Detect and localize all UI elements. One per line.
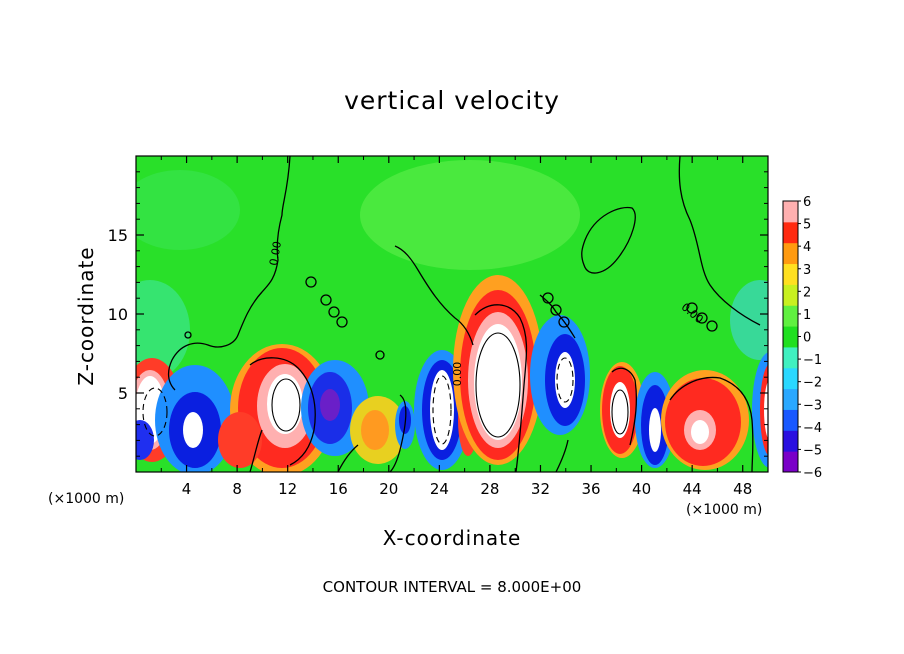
x-tick-label: 36 [581, 480, 600, 498]
colorbar-segment [783, 430, 798, 452]
x-unit-left: (×1000 m) [48, 491, 125, 507]
colorbar-tick-label: −6 [803, 466, 822, 481]
colorbar-tick-label: 6 [803, 195, 811, 210]
x-tick-label: 8 [232, 480, 242, 498]
positive-contours [271, 332, 629, 438]
x-tick-label: 28 [480, 480, 499, 498]
x-tick-label: 12 [278, 480, 297, 498]
x-tick-label: 48 [733, 480, 752, 498]
colorbar-segment [783, 201, 798, 223]
colorbar-segment [783, 326, 798, 348]
x-axis-label: X-coordinate [382, 526, 522, 550]
y-axis: 5 10 15 [108, 171, 768, 457]
y-tick-label: 10 [108, 305, 128, 324]
y-axis-label: Z-coordinate [74, 246, 98, 386]
colorbar-tick-label: 0 [803, 331, 811, 346]
colorbar-segment [783, 451, 798, 473]
x-tick-label: 32 [531, 480, 550, 498]
x-tick-label: 4 [182, 480, 192, 498]
colorbar-tick-label: −5 [803, 443, 822, 458]
contour-label: 0.00 [451, 362, 464, 387]
y-tick-label: 5 [118, 384, 128, 403]
x-tick-label: 24 [430, 480, 449, 498]
colorbar-segment [783, 346, 798, 369]
colorbar-tick-label: 2 [803, 285, 811, 300]
contour-label: 0.00 [267, 240, 284, 266]
contour-interval-note: CONTOUR INTERVAL = 8.000E+00 [322, 578, 582, 596]
colorbar-segment [783, 221, 798, 244]
colorbar-tick-label: 3 [803, 263, 811, 278]
colorbar-tick-label: −2 [803, 376, 822, 391]
colorbar-segment [783, 367, 798, 390]
x-tick-label: 44 [683, 480, 702, 498]
colorbar-tick-label: −3 [803, 398, 822, 413]
zero-contours [167, 156, 761, 472]
colorbar-tick-label: −4 [803, 421, 822, 436]
x-tick-label: 16 [329, 480, 348, 498]
colorbar-tick-label: −1 [803, 353, 822, 368]
colorbar-segment [783, 388, 798, 410]
colorbar: 6 5 4 3 2 1 0 −1 −2 −3 −4 −5 −6 [782, 195, 822, 481]
colorbar-tick-label: 4 [803, 240, 811, 255]
x-axis: 4 8 12 16 20 24 28 32 36 40 44 48 [160, 156, 752, 498]
colorbar-segment [783, 242, 798, 265]
colorbar-segment [783, 284, 798, 306]
negative-contours [142, 357, 574, 445]
x-unit-right: (×1000 m) [686, 502, 763, 518]
colorbar-tick-label: 1 [803, 308, 811, 323]
x-tick-label: 20 [379, 480, 398, 498]
colorbar-tick-label: 5 [803, 218, 811, 233]
colorbar-segment [783, 409, 798, 431]
colorbar-segment [783, 305, 798, 327]
chart-title: vertical velocity [344, 86, 560, 115]
y-tick-label: 15 [108, 226, 128, 245]
velocity-field [136, 156, 768, 472]
x-tick-label: 40 [632, 480, 651, 498]
colorbar-segment [783, 263, 798, 285]
